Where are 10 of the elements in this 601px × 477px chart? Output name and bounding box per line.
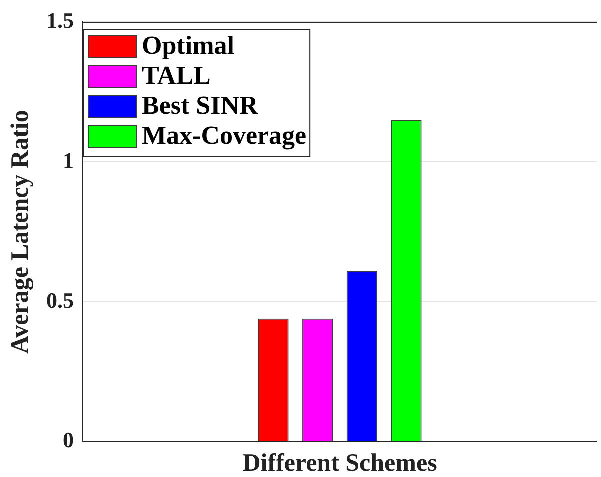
y-tick-label: 0 [63,428,74,453]
y-tick-label: 1 [63,148,74,173]
legend-label: TALL [142,60,211,90]
legend-label: Optimal [142,30,234,60]
y-tick-label: 1.5 [46,8,74,33]
legend-label: Best SINR [142,90,259,120]
x-axis-title: Different Schemes [242,450,438,477]
y-tick-label: 0.5 [46,288,74,313]
legend-label: Max-Coverage [142,120,307,150]
y-axis-title: Average Latency Ratio [7,110,34,354]
